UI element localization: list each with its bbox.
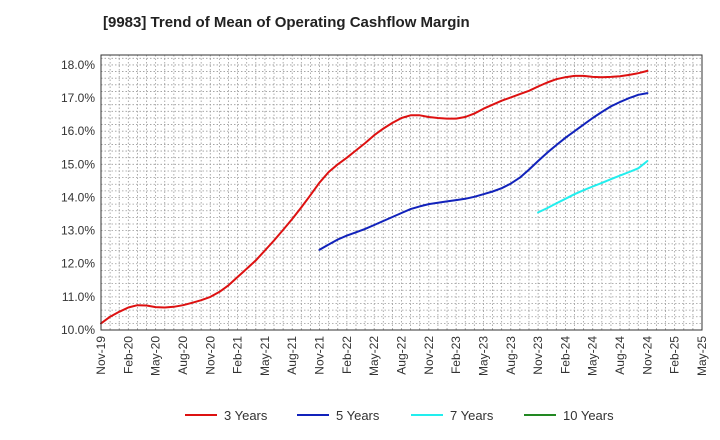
- legend-label: 3 Years: [224, 408, 268, 423]
- x-tick-label: Aug-22: [395, 336, 409, 375]
- y-tick-label: 16.0%: [61, 124, 95, 138]
- y-axis-tick-labels: 10.0% 11.0% 12.0% 13.0% 14.0% 15.0% 16.0% 17.0%…: [61, 58, 95, 337]
- x-tick-label: May-22: [367, 336, 381, 376]
- legend: 3 Years 5 Years 7 Years 10 Years: [185, 408, 614, 423]
- y-tick-label: 15.0%: [61, 157, 95, 171]
- x-axis-tick-labels: Nov-19 Feb-20 May-20 Aug-20 Nov-20 Feb-21 May-…: [94, 336, 709, 376]
- x-tick-label: Aug-23: [504, 336, 518, 375]
- y-tick-label: 10.0%: [61, 323, 95, 337]
- series-line-7-years: [537, 160, 649, 214]
- x-tick-label: May-21: [258, 336, 272, 376]
- x-tick-label: Nov-19: [94, 336, 108, 375]
- x-tick-label: Aug-21: [285, 336, 299, 375]
- grid-lines: [100, 55, 703, 330]
- x-tick-label: May-20: [149, 336, 163, 376]
- x-tick-label: Feb-23: [449, 336, 463, 374]
- x-tick-label: Aug-24: [613, 336, 627, 375]
- x-tick-label: Nov-21: [313, 336, 327, 375]
- x-tick-label: Feb-21: [231, 336, 245, 374]
- series-lines: [100, 69, 649, 325]
- x-tick-label: Aug-20: [176, 336, 190, 375]
- x-tick-label: May-25: [695, 336, 709, 376]
- y-tick-label: 17.0%: [61, 91, 95, 105]
- chart-title: [9983] Trend of Mean of Operating Cashfl…: [103, 14, 470, 31]
- y-tick-label: 14.0%: [61, 190, 95, 204]
- x-tick-label: Feb-22: [340, 336, 354, 374]
- x-tick-label: May-24: [586, 336, 600, 376]
- x-tick-label: Nov-22: [422, 336, 436, 375]
- legend-label: 10 Years: [563, 408, 614, 423]
- y-tick-label: 13.0%: [61, 224, 95, 238]
- x-tick-label: Nov-23: [531, 336, 545, 375]
- y-tick-label: 18.0%: [61, 58, 95, 72]
- series-line-5-years: [318, 92, 649, 251]
- legend-label: 5 Years: [336, 408, 380, 423]
- x-tick-label: Feb-20: [121, 336, 135, 374]
- plot-area-frame: [100, 54, 703, 331]
- y-tick-label: 11.0%: [62, 290, 95, 304]
- x-tick-label: Nov-24: [640, 336, 654, 375]
- x-tick-label: Feb-24: [558, 336, 572, 374]
- x-tick-label: May-23: [476, 336, 490, 376]
- series-line-3-years: [100, 69, 649, 325]
- x-tick-label: Nov-20: [203, 336, 217, 375]
- legend-label: 7 Years: [450, 408, 494, 423]
- y-tick-label: 12.0%: [61, 257, 95, 271]
- x-tick-label: Feb-25: [668, 336, 682, 374]
